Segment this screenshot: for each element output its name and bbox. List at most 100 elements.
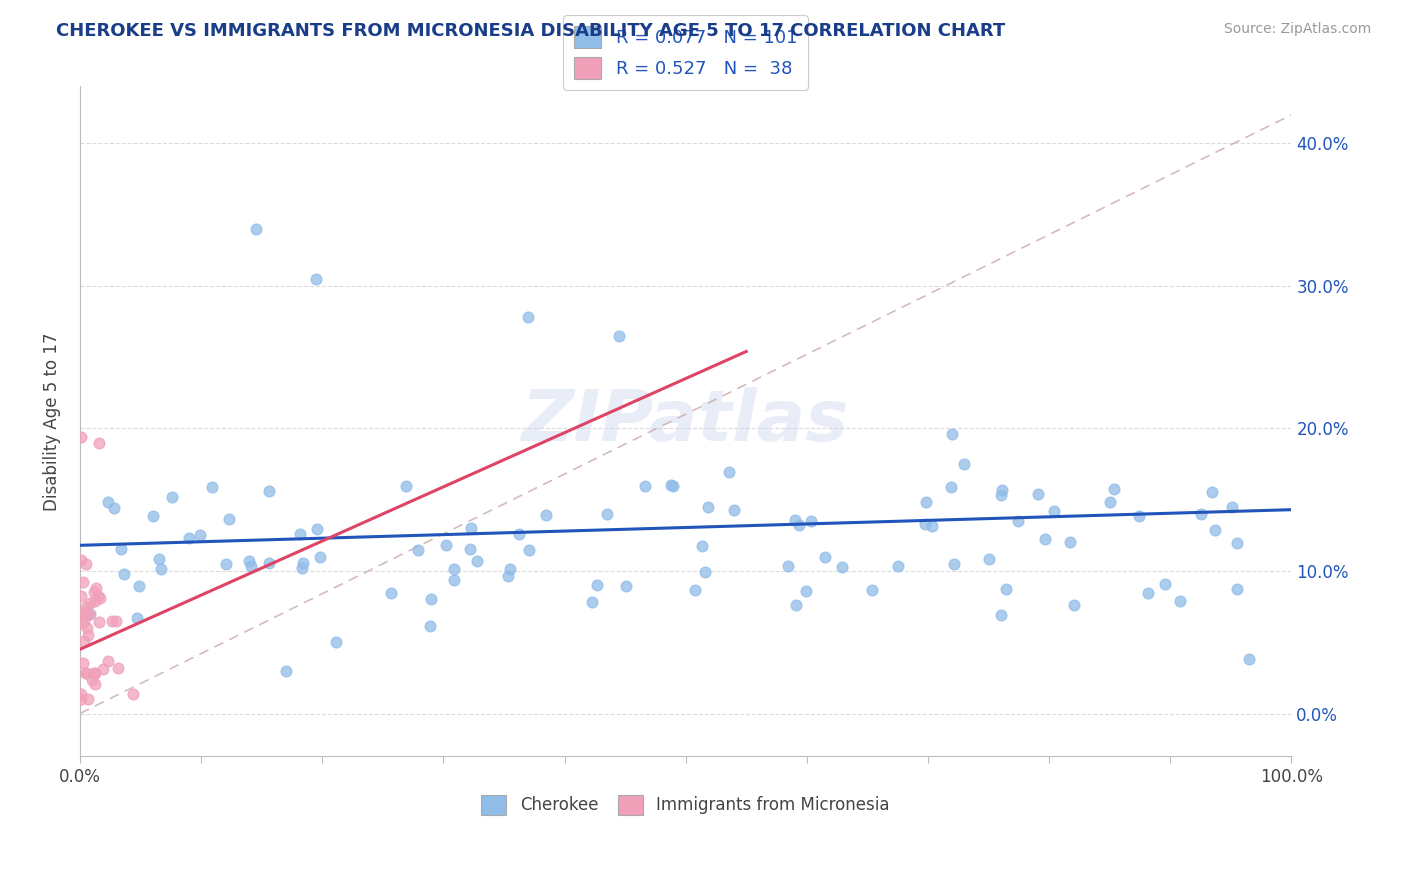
Point bbox=[188, 528, 211, 542]
Point bbox=[941, 426, 963, 441]
Point bbox=[148, 552, 170, 566]
Point bbox=[89, 435, 111, 450]
Point bbox=[685, 582, 707, 597]
Point bbox=[70, 692, 93, 706]
Point bbox=[83, 584, 105, 599]
Point bbox=[80, 673, 103, 688]
Point bbox=[128, 578, 150, 592]
Point bbox=[1204, 523, 1226, 537]
Point bbox=[581, 595, 603, 609]
Point bbox=[105, 614, 128, 628]
Point bbox=[695, 565, 717, 579]
Point bbox=[443, 562, 465, 576]
Point bbox=[800, 514, 823, 528]
Point bbox=[121, 687, 143, 701]
Point bbox=[87, 589, 110, 603]
Point bbox=[291, 560, 314, 574]
Point bbox=[783, 513, 806, 527]
Point bbox=[814, 549, 837, 564]
Point bbox=[785, 599, 807, 613]
Point bbox=[508, 527, 530, 541]
Point bbox=[160, 490, 183, 504]
Point bbox=[1168, 594, 1191, 608]
Point bbox=[325, 635, 347, 649]
Point bbox=[420, 591, 443, 606]
Point bbox=[614, 579, 637, 593]
Point bbox=[915, 495, 938, 509]
Point bbox=[796, 584, 818, 599]
Point bbox=[70, 553, 93, 567]
Point bbox=[831, 560, 853, 574]
Point bbox=[634, 479, 657, 493]
Point bbox=[75, 665, 97, 680]
Point bbox=[75, 665, 97, 680]
Point bbox=[607, 328, 630, 343]
Point bbox=[659, 478, 682, 492]
Point bbox=[97, 495, 120, 509]
Point bbox=[943, 558, 966, 572]
Point bbox=[75, 599, 97, 614]
Point bbox=[1099, 494, 1122, 508]
Point bbox=[778, 559, 800, 574]
Point bbox=[72, 605, 94, 619]
Point bbox=[990, 488, 1012, 502]
Point bbox=[460, 542, 482, 557]
Point bbox=[83, 677, 105, 691]
Point bbox=[110, 541, 132, 556]
Point bbox=[419, 619, 441, 633]
Point bbox=[73, 634, 96, 648]
Point bbox=[77, 628, 100, 642]
Point bbox=[465, 554, 488, 568]
Point bbox=[240, 559, 263, 574]
Point bbox=[77, 607, 100, 621]
Point bbox=[1128, 509, 1150, 524]
Point bbox=[496, 569, 519, 583]
Point bbox=[257, 556, 280, 570]
Point bbox=[103, 501, 125, 516]
Point bbox=[89, 591, 111, 606]
Point bbox=[696, 500, 718, 515]
Y-axis label: Disability Age 5 to 17: Disability Age 5 to 17 bbox=[44, 332, 60, 510]
Point bbox=[257, 484, 280, 499]
Point bbox=[112, 566, 135, 581]
Point bbox=[201, 480, 224, 494]
Point bbox=[443, 573, 465, 587]
Point bbox=[1059, 534, 1081, 549]
Point bbox=[586, 578, 609, 592]
Point bbox=[1026, 487, 1049, 501]
Point bbox=[305, 272, 328, 286]
Point bbox=[517, 543, 540, 558]
Point bbox=[1063, 598, 1085, 612]
Point bbox=[1226, 582, 1249, 596]
Point bbox=[83, 666, 105, 681]
Point bbox=[1033, 533, 1056, 547]
Point bbox=[921, 518, 943, 533]
Point bbox=[406, 543, 429, 558]
Point bbox=[70, 430, 93, 444]
Point bbox=[953, 457, 976, 471]
Point bbox=[395, 478, 418, 492]
Point bbox=[86, 581, 108, 595]
Point bbox=[79, 597, 101, 611]
Point bbox=[661, 479, 683, 493]
Text: CHEROKEE VS IMMIGRANTS FROM MICRONESIA DISABILITY AGE 5 TO 17 CORRELATION CHART: CHEROKEE VS IMMIGRANTS FROM MICRONESIA D… bbox=[56, 22, 1005, 40]
Point bbox=[305, 522, 328, 536]
Point bbox=[914, 517, 936, 532]
Point bbox=[1226, 536, 1249, 550]
Point bbox=[288, 526, 311, 541]
Point bbox=[72, 656, 94, 670]
Point bbox=[218, 512, 240, 526]
Point bbox=[886, 558, 908, 573]
Point bbox=[860, 582, 883, 597]
Point bbox=[994, 582, 1017, 596]
Point bbox=[91, 661, 114, 675]
Point bbox=[84, 594, 107, 608]
Point bbox=[939, 480, 962, 494]
Point bbox=[1007, 515, 1029, 529]
Point bbox=[1137, 586, 1160, 600]
Point bbox=[1237, 652, 1260, 666]
Point bbox=[215, 557, 238, 571]
Point bbox=[76, 621, 98, 635]
Point bbox=[142, 508, 165, 523]
Point bbox=[1189, 508, 1212, 522]
